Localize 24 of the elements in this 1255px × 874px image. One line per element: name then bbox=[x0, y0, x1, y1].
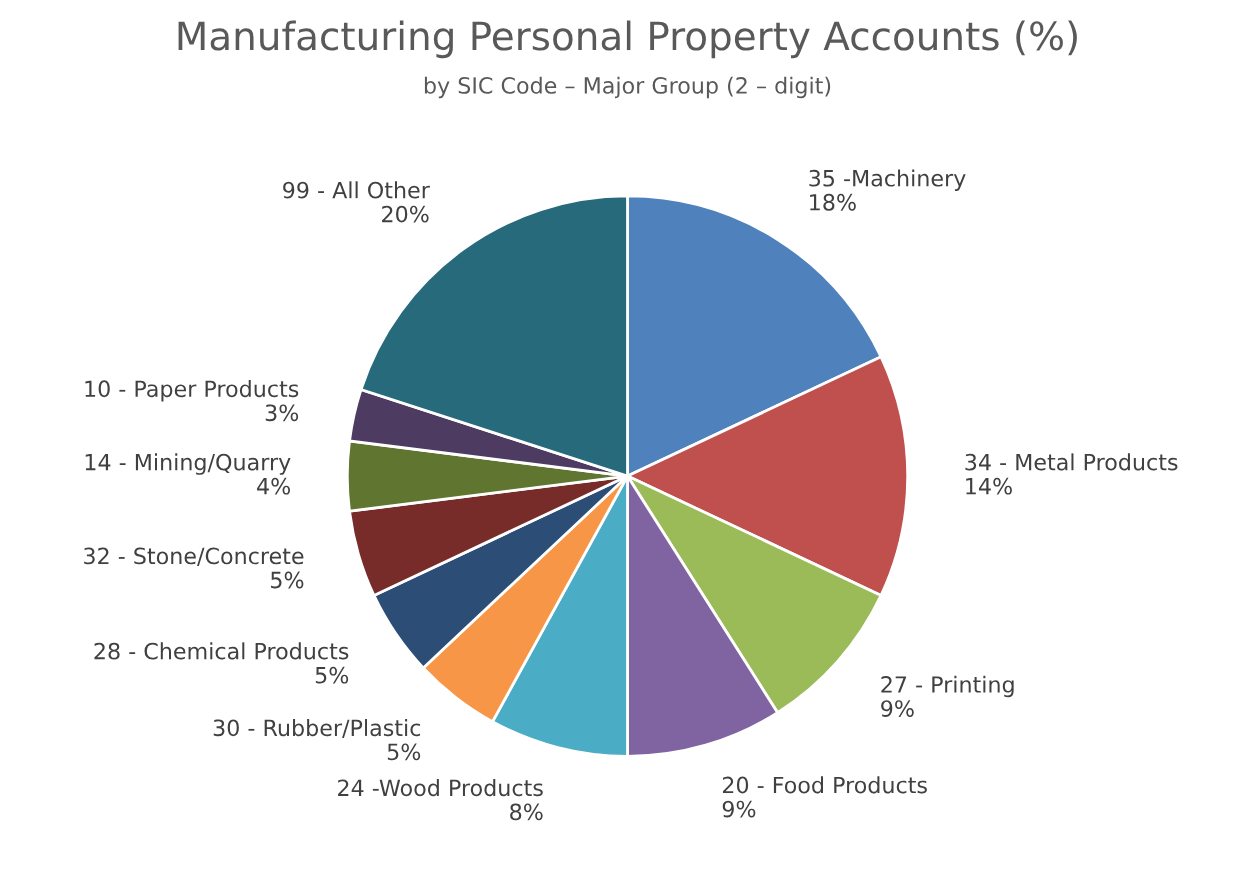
data-label: 8% bbox=[510, 803, 543, 821]
data-label: 4% bbox=[257, 477, 291, 495]
data-label: 5% bbox=[271, 571, 304, 589]
data-label: 9% bbox=[881, 700, 914, 717]
chart-subtitle: by SIC Code – Major Group (2 – digit) bbox=[424, 76, 831, 99]
data-label: 18% bbox=[810, 193, 856, 211]
data-label: 5% bbox=[387, 743, 421, 761]
data-label: 5% bbox=[315, 666, 349, 684]
data-label: 14% bbox=[966, 477, 1012, 495]
chart-title: Manufacturing Personal Property Accounts (%) bbox=[178, 20, 1077, 59]
slice-label: 14 - Mining/Quarry bbox=[85, 453, 291, 475]
slice-label: 32 - Stone/Concrete bbox=[84, 547, 304, 567]
slice-label: 28 - Chemical Products bbox=[94, 642, 349, 660]
slice-label: 34 - Metal Products bbox=[965, 453, 1178, 471]
data-label: 3% bbox=[265, 404, 299, 422]
slice-label: 27 - Printing bbox=[881, 675, 1014, 698]
slice-label: 35 -Machinery bbox=[809, 169, 966, 191]
data-label: 9% bbox=[722, 800, 756, 818]
slice-label: 30 - Rubber/Plastic bbox=[213, 719, 421, 738]
data-label: 20% bbox=[382, 205, 429, 223]
slice-label: 20 - Food Products bbox=[722, 776, 927, 794]
slice-label: 24 -Wood Products bbox=[338, 779, 543, 797]
slice-label: 10 - Paper Products bbox=[85, 379, 299, 402]
slice-label: 99 - All Other bbox=[283, 181, 430, 199]
